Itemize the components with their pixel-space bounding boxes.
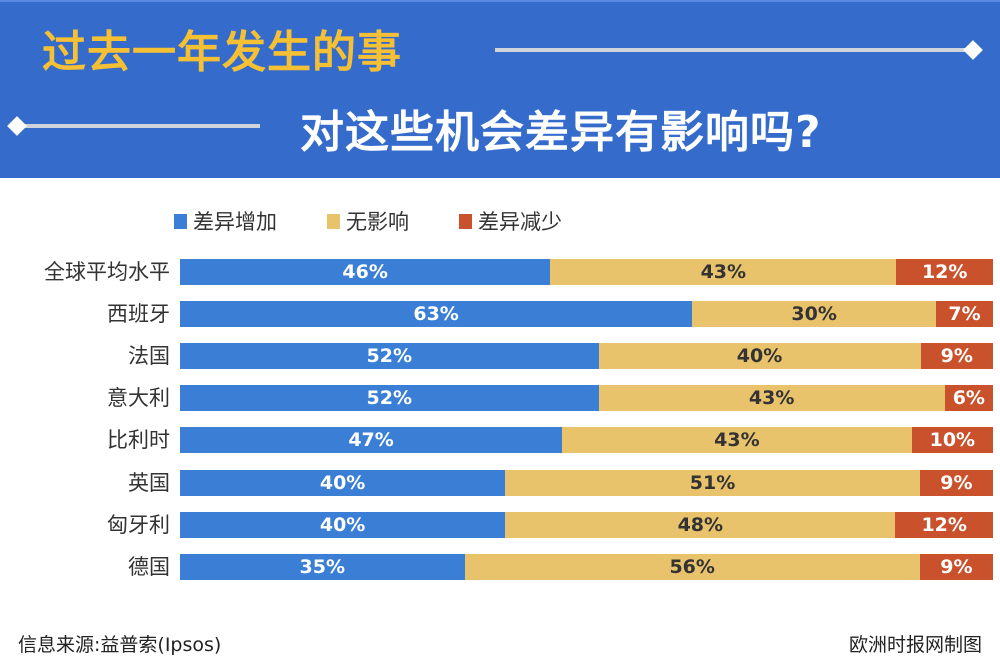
title-line-2: 对这些机会差异有影响吗?	[300, 107, 822, 158]
decor-line	[495, 48, 970, 52]
stacked-bar: 63% 30% 7%	[180, 301, 993, 328]
legend-label: 差异减少	[478, 210, 562, 234]
legend-item: 无影响	[327, 206, 409, 236]
bar-segment: 9%	[919, 469, 993, 496]
header-banner: 过去一年发生的事 对这些机会差异有影响吗?	[0, 0, 1000, 178]
diamond-icon	[963, 40, 983, 60]
bar-segment: 35%	[180, 553, 465, 580]
stacked-bar: 52% 43% 6%	[180, 385, 993, 412]
title-line-1: 过去一年发生的事	[42, 27, 402, 78]
bar-segment: 52%	[180, 385, 599, 412]
diamond-icon	[7, 116, 27, 136]
bar-row: 全球平均水平 46% 43% 12%	[0, 259, 1000, 285]
bar-segment: 47%	[180, 427, 563, 454]
bar-row: 比利时 47% 43% 10%	[0, 427, 1000, 454]
bar-segment: 43%	[550, 259, 897, 285]
legend-item: 差异增加	[174, 206, 277, 236]
legend-item: 差异减少	[459, 206, 562, 236]
source-note: 信息来源:益普索(Ipsos)	[18, 634, 222, 656]
category-label: 西班牙	[107, 302, 170, 327]
bar-row: 意大利 52% 43% 6%	[0, 385, 1000, 412]
bar-segment: 48%	[505, 511, 896, 538]
category-label: 德国	[128, 554, 170, 579]
bar-segment: 40%	[598, 343, 921, 370]
bar-segment: 43%	[562, 427, 912, 454]
legend-swatch	[459, 213, 472, 229]
bar-segment: 40%	[180, 469, 506, 496]
bar-segment: 9%	[920, 343, 993, 370]
bar-segment: 46%	[180, 259, 551, 285]
bar-segment: 51%	[505, 469, 920, 496]
stacked-bar: 35% 56% 9%	[180, 553, 993, 580]
bar-segment: 6%	[944, 385, 993, 412]
category-label: 英国	[128, 470, 170, 495]
category-label: 全球平均水平	[44, 260, 170, 284]
stacked-bar: 52% 40% 9%	[180, 343, 993, 370]
bar-row: 英国 40% 51% 9%	[0, 469, 1000, 496]
bar-segment: 43%	[598, 385, 945, 412]
bar-segment: 7%	[936, 301, 993, 328]
legend-swatch	[327, 213, 340, 229]
bar-segment: 63%	[180, 301, 693, 328]
credit-note: 欧洲时报网制图	[848, 634, 982, 656]
category-label: 比利时	[107, 428, 170, 453]
legend-label: 差异增加	[193, 210, 277, 234]
bar-row: 西班牙 63% 30% 7%	[0, 301, 1000, 328]
decor-line	[20, 124, 260, 128]
bar-segment: 30%	[692, 301, 937, 328]
legend-swatch	[174, 213, 187, 229]
stacked-bar: 40% 51% 9%	[180, 469, 993, 496]
bar-row: 德国 35% 56% 9%	[0, 553, 1000, 580]
bar-row: 法国 52% 40% 9%	[0, 343, 1000, 370]
bar-segment: 12%	[896, 259, 993, 285]
bar-segment: 52%	[180, 343, 599, 370]
stacked-bar: 40% 48% 12%	[180, 511, 993, 538]
bar-segment: 9%	[919, 553, 993, 580]
bar-segment: 56%	[464, 553, 920, 580]
bar-row: 匈牙利 40% 48% 12%	[0, 511, 1000, 538]
category-label: 意大利	[107, 386, 170, 411]
stacked-bar: 47% 43% 10%	[180, 427, 993, 454]
bar-segment: 10%	[911, 427, 993, 454]
stacked-bar: 46% 43% 12%	[180, 259, 993, 285]
bar-segment: 40%	[180, 511, 506, 538]
bar-segment: 12%	[895, 511, 993, 538]
category-label: 法国	[128, 344, 170, 369]
legend-label: 无影响	[346, 210, 409, 234]
legend: 差异增加 无影响 差异减少	[174, 206, 562, 236]
category-label: 匈牙利	[107, 512, 170, 537]
